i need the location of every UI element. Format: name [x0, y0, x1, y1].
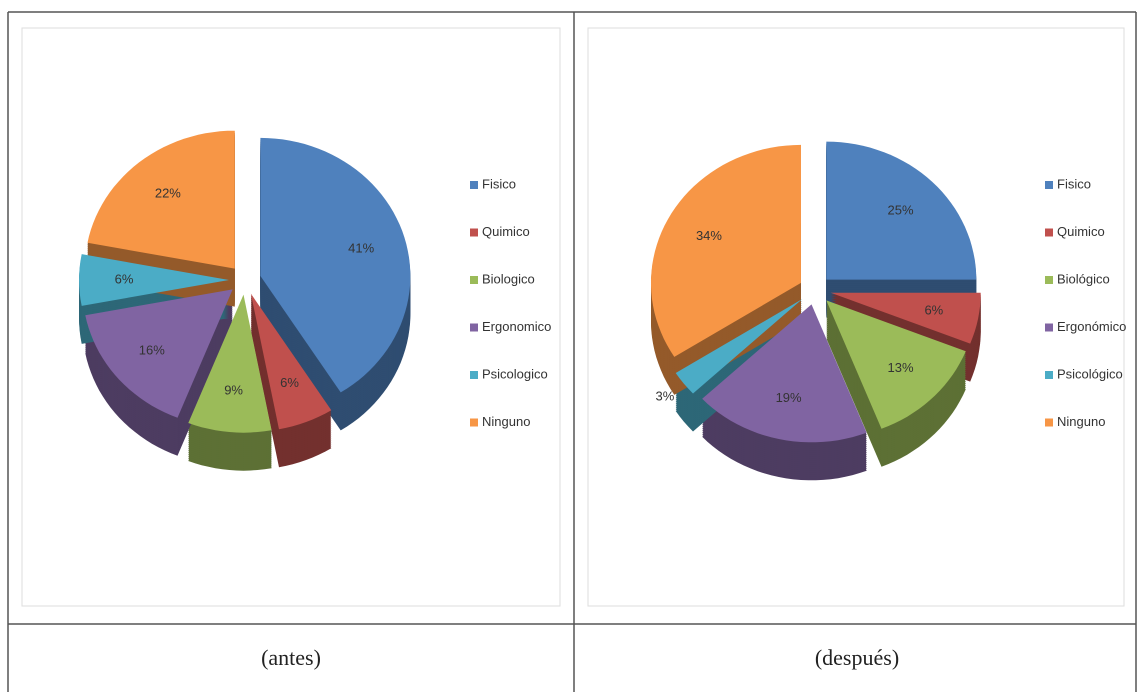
- legend-swatch: [470, 371, 478, 379]
- legend-label: Fisico: [1057, 176, 1091, 191]
- legend-label: Ergonomico: [482, 319, 551, 334]
- legend-label: Ninguno: [482, 414, 530, 429]
- data-label: 25%: [888, 203, 914, 218]
- legend-swatch: [470, 228, 478, 237]
- chart-frame: [21, 27, 561, 607]
- slice: [188, 294, 272, 433]
- data-label: 6%: [280, 375, 299, 390]
- legend-swatch: [1045, 228, 1053, 237]
- legend-label: Quimico: [482, 224, 530, 239]
- legend-label: Psicológico: [1057, 366, 1123, 381]
- caption: (después): [815, 645, 899, 670]
- legend-swatch: [1045, 371, 1053, 379]
- data-label: 3%: [655, 389, 674, 404]
- legend-swatch: [1045, 418, 1053, 427]
- legend-swatch: [1045, 276, 1053, 284]
- legend-swatch: [470, 418, 478, 427]
- slice: [260, 137, 411, 393]
- legend-swatch: [470, 181, 478, 189]
- caption: (antes): [261, 645, 321, 670]
- chart-frame: [587, 27, 1125, 607]
- data-label: 22%: [155, 186, 181, 201]
- legend-label: Psicologico: [482, 366, 548, 381]
- legend-swatch: [470, 323, 478, 332]
- slice: [651, 144, 801, 357]
- data-label: 9%: [224, 382, 243, 397]
- legend-label: Biológico: [1057, 271, 1110, 286]
- data-label: 34%: [696, 228, 722, 243]
- legend-swatch: [1045, 323, 1053, 332]
- slice: [675, 299, 803, 394]
- data-label: 16%: [139, 342, 165, 357]
- data-label: 6%: [115, 271, 134, 286]
- data-label: 41%: [348, 240, 374, 255]
- legend-label: Biologico: [482, 271, 535, 286]
- data-label: 6%: [924, 302, 943, 317]
- legend-swatch: [1045, 181, 1053, 189]
- slice: [826, 141, 977, 280]
- data-label: 13%: [888, 360, 914, 375]
- legend-label: Ergonómico: [1057, 319, 1126, 334]
- slice: [87, 130, 235, 269]
- slice: [702, 304, 867, 443]
- slice: [826, 300, 966, 429]
- slice: [250, 293, 332, 430]
- slice: [830, 292, 981, 344]
- slice: [79, 254, 229, 306]
- slice: [85, 289, 233, 418]
- data-label: 19%: [776, 390, 802, 405]
- legend-label: Fisico: [482, 176, 516, 191]
- legend-swatch: [470, 276, 478, 284]
- legend-label: Quimico: [1057, 224, 1105, 239]
- legend-label: Ninguno: [1057, 414, 1105, 429]
